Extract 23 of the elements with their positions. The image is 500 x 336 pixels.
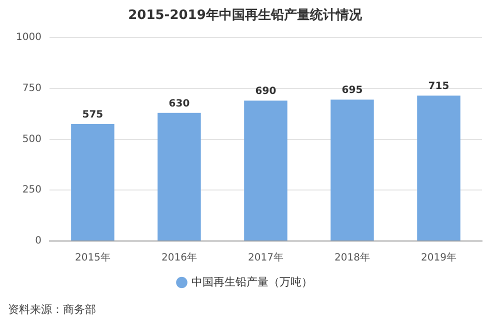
y-tick-label: 1000: [16, 32, 42, 44]
data-label: 575: [82, 110, 104, 121]
x-tick-label: 2017年: [248, 252, 284, 264]
bar: [158, 112, 201, 240]
chart-title: 2015-2019年中国再生铅产量统计情况: [128, 7, 363, 24]
x-tick-label: 2016年: [161, 252, 197, 264]
data-label: 630: [168, 98, 190, 110]
y-tick-label: 250: [22, 184, 42, 196]
text: 资料来源：商务部: [8, 302, 97, 317]
data-label: 715: [428, 81, 450, 92]
y-tick-label: 750: [22, 83, 42, 94]
x-tick-label: 2015年: [74, 252, 110, 264]
x-tick-label: 2018年: [334, 252, 370, 264]
x-tick-label: 2019年: [421, 252, 456, 264]
bar: [244, 100, 288, 240]
legend-label: 中国再生铅产量（万吨）: [191, 275, 312, 288]
bar: [330, 100, 374, 240]
bar: [71, 124, 114, 240]
y-tick-label: 0: [35, 236, 42, 247]
y-tick-label: 500: [22, 134, 42, 145]
data-label: 690: [255, 86, 276, 98]
bar: [417, 96, 460, 240]
data-label: 695: [342, 85, 363, 96]
